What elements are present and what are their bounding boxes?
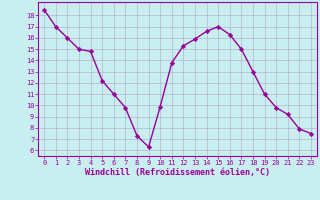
- X-axis label: Windchill (Refroidissement éolien,°C): Windchill (Refroidissement éolien,°C): [85, 168, 270, 177]
